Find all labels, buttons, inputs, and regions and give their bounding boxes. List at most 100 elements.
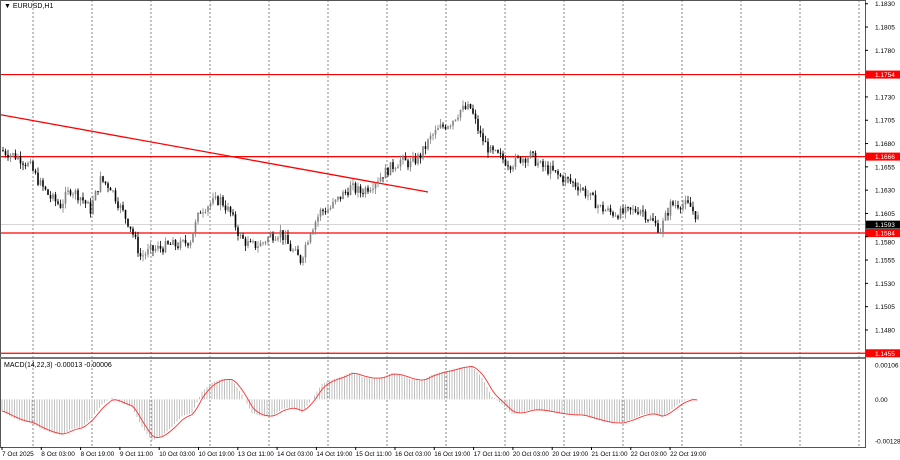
candle-body — [252, 241, 254, 243]
candle-body — [339, 196, 342, 200]
candle-body — [654, 220, 657, 224]
candle-body — [514, 156, 517, 167]
candle-body — [602, 204, 604, 212]
candle-body — [259, 242, 262, 247]
candle-body — [672, 201, 674, 206]
candle-body — [164, 241, 167, 253]
candle-body — [159, 245, 162, 249]
price-tick-label: 1.1605 — [875, 211, 895, 218]
triangle-down-icon[interactable]: ▼ — [4, 3, 11, 10]
candle-body — [207, 206, 209, 212]
candle-body — [22, 163, 24, 165]
candle-body — [557, 170, 559, 175]
candle-body — [29, 161, 32, 163]
candle-body — [64, 191, 67, 204]
candle-body — [562, 176, 564, 183]
level-label: 1.1666 — [875, 154, 895, 161]
candle-body — [287, 234, 289, 244]
time-tick-label: 16 Oct 03:00 — [395, 451, 431, 458]
candle-body — [299, 255, 302, 263]
candle-body — [217, 196, 219, 206]
candle-body — [349, 185, 352, 196]
candle-body — [544, 165, 547, 167]
chart-title[interactable]: ▼ EURUSD,H1 — [4, 3, 53, 10]
candle-body — [139, 253, 142, 257]
candle-body — [644, 211, 647, 220]
candle-body — [469, 104, 472, 109]
candle-body — [374, 183, 377, 189]
candle-body — [584, 188, 587, 197]
candle-body — [19, 156, 22, 164]
candle-body — [119, 205, 122, 209]
candle-body — [652, 218, 654, 221]
price-tick-label: 1.1805 — [875, 25, 895, 32]
time-tick-label: 14 Oct 19:00 — [316, 451, 352, 458]
current-price-bg — [866, 220, 900, 229]
time-tick-label: 17 Oct 11:00 — [474, 451, 510, 458]
candle-body — [594, 194, 597, 209]
price-tick-label: 1.1480 — [875, 327, 895, 334]
candle-body — [522, 158, 524, 163]
price-tick-label: 1.1555 — [875, 258, 895, 265]
candle-body — [389, 162, 392, 176]
candle-body — [424, 146, 427, 149]
candle-body — [262, 242, 264, 244]
candle-body — [359, 186, 362, 193]
candle-body — [452, 120, 454, 126]
candle-body — [442, 124, 444, 127]
level-label: 1.1754 — [875, 72, 895, 79]
candle-body — [324, 211, 327, 213]
price-tick-label: 1.1780 — [875, 48, 895, 55]
candle-body — [624, 207, 627, 214]
candle-body — [152, 245, 154, 251]
candle-body — [439, 124, 442, 129]
candle-body — [567, 177, 569, 179]
candle-body — [307, 242, 309, 245]
candle-body — [542, 161, 544, 167]
candle-body — [617, 215, 619, 219]
candle-body — [367, 187, 369, 192]
candle-body — [357, 186, 359, 193]
level-label-bg — [866, 152, 900, 161]
candle-body — [347, 192, 349, 196]
horizontal-levels[interactable]: 1.1754 1.1666 1.1584 1.1455 — [0, 70, 900, 358]
candle-body — [457, 117, 459, 120]
candle-body — [42, 180, 44, 187]
candle-body — [232, 212, 234, 215]
candle-body — [182, 240, 184, 242]
candle-body — [412, 156, 414, 162]
candle-body — [504, 159, 507, 166]
candle-body — [614, 215, 617, 217]
candle-body — [689, 202, 692, 207]
candle-body — [267, 237, 269, 243]
candle-body — [282, 230, 284, 241]
candle-body — [39, 180, 42, 185]
candle-body — [632, 208, 634, 210]
candle-body — [604, 210, 607, 212]
candle-body — [612, 212, 614, 216]
candle-body — [607, 208, 609, 211]
time-tick-label: 15 Oct 11:00 — [356, 451, 392, 458]
candle-body — [399, 159, 402, 167]
candle-body — [669, 201, 672, 216]
candle-body — [447, 126, 449, 129]
time-tick-label: 8 Oct 03:00 — [41, 451, 75, 458]
time-tick-label: 22 Oct 19:00 — [670, 451, 706, 458]
candle-body — [627, 207, 629, 209]
candle-body — [117, 201, 119, 209]
time-tick-label: 20 Oct 03:00 — [513, 451, 549, 458]
candle-body — [49, 194, 52, 199]
candle-body — [407, 160, 409, 168]
candle-body — [369, 190, 372, 192]
candle-body — [492, 146, 494, 151]
candle-body — [114, 190, 117, 202]
candle-body — [352, 183, 354, 186]
candle-body — [474, 113, 477, 119]
time-tick-label: 20 Oct 19:00 — [552, 451, 588, 458]
candle-body — [144, 254, 147, 256]
candle-body — [454, 119, 457, 121]
candle-body — [107, 183, 109, 188]
level-label-bg — [866, 229, 900, 238]
candle-body — [169, 243, 172, 245]
